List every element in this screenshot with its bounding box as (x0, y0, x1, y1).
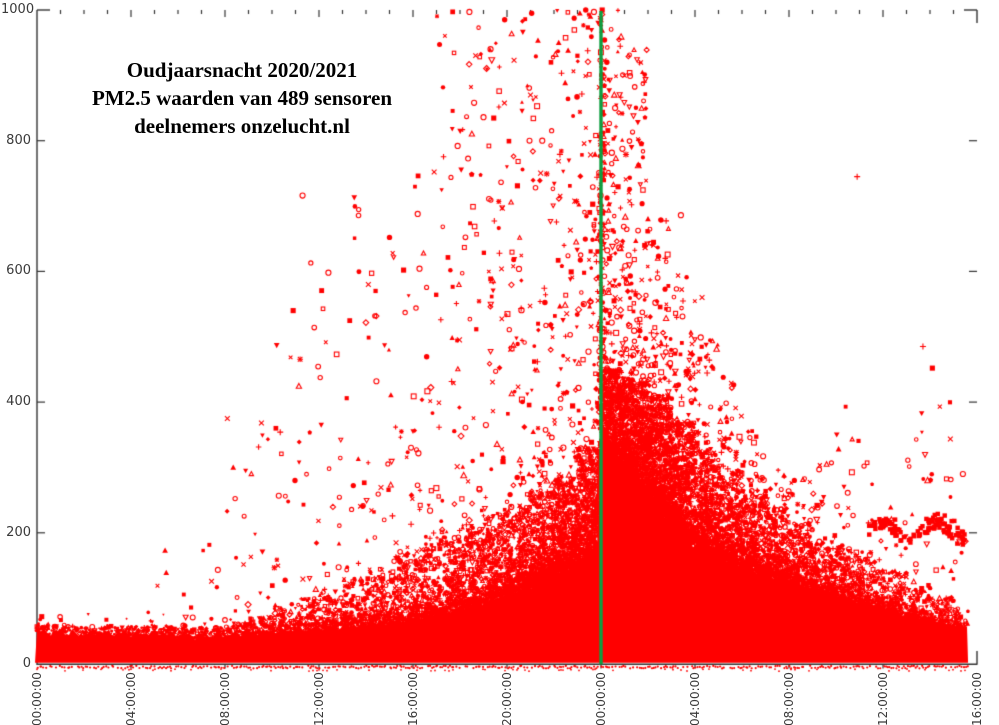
chart-title-line1: Oudjaarsnacht 2020/2021 (126, 58, 358, 82)
x-tick-label: 04:00:00 (124, 672, 138, 725)
y-tick-label: 1000 (1, 2, 35, 17)
x-tick-label: 00:00:00 (30, 672, 44, 725)
x-tick-label: 08:00:00 (218, 672, 232, 725)
y-tick-label: 200 (6, 524, 31, 540)
chart-title: Oudjaarsnacht 2020/2021 PM2.5 waarden va… (58, 56, 426, 140)
y-tick-label: 400 (6, 394, 31, 410)
chart-title-line2: PM2.5 waarden van 489 sensoren (91, 86, 393, 110)
y-tick-label: 800 (6, 132, 31, 148)
x-tick-label: 16:00:00 (406, 672, 420, 725)
x-tick-label: 20:00:00 (500, 672, 514, 725)
y-tick-label: 600 (6, 263, 31, 279)
x-tick-label: 04:00:00 (688, 672, 702, 725)
chart-title-line3: deelnemers onzelucht.nl (134, 114, 350, 138)
x-tick-label: 08:00:00 (782, 672, 796, 725)
x-tick-label: 12:00:00 (312, 672, 326, 725)
x-tick-label: 12:00:00 (876, 672, 890, 725)
x-tick-label: 00:00:00 (594, 672, 608, 725)
y-tick-label: 0 (22, 655, 31, 671)
x-tick-label: 16:00:00 (970, 672, 984, 725)
